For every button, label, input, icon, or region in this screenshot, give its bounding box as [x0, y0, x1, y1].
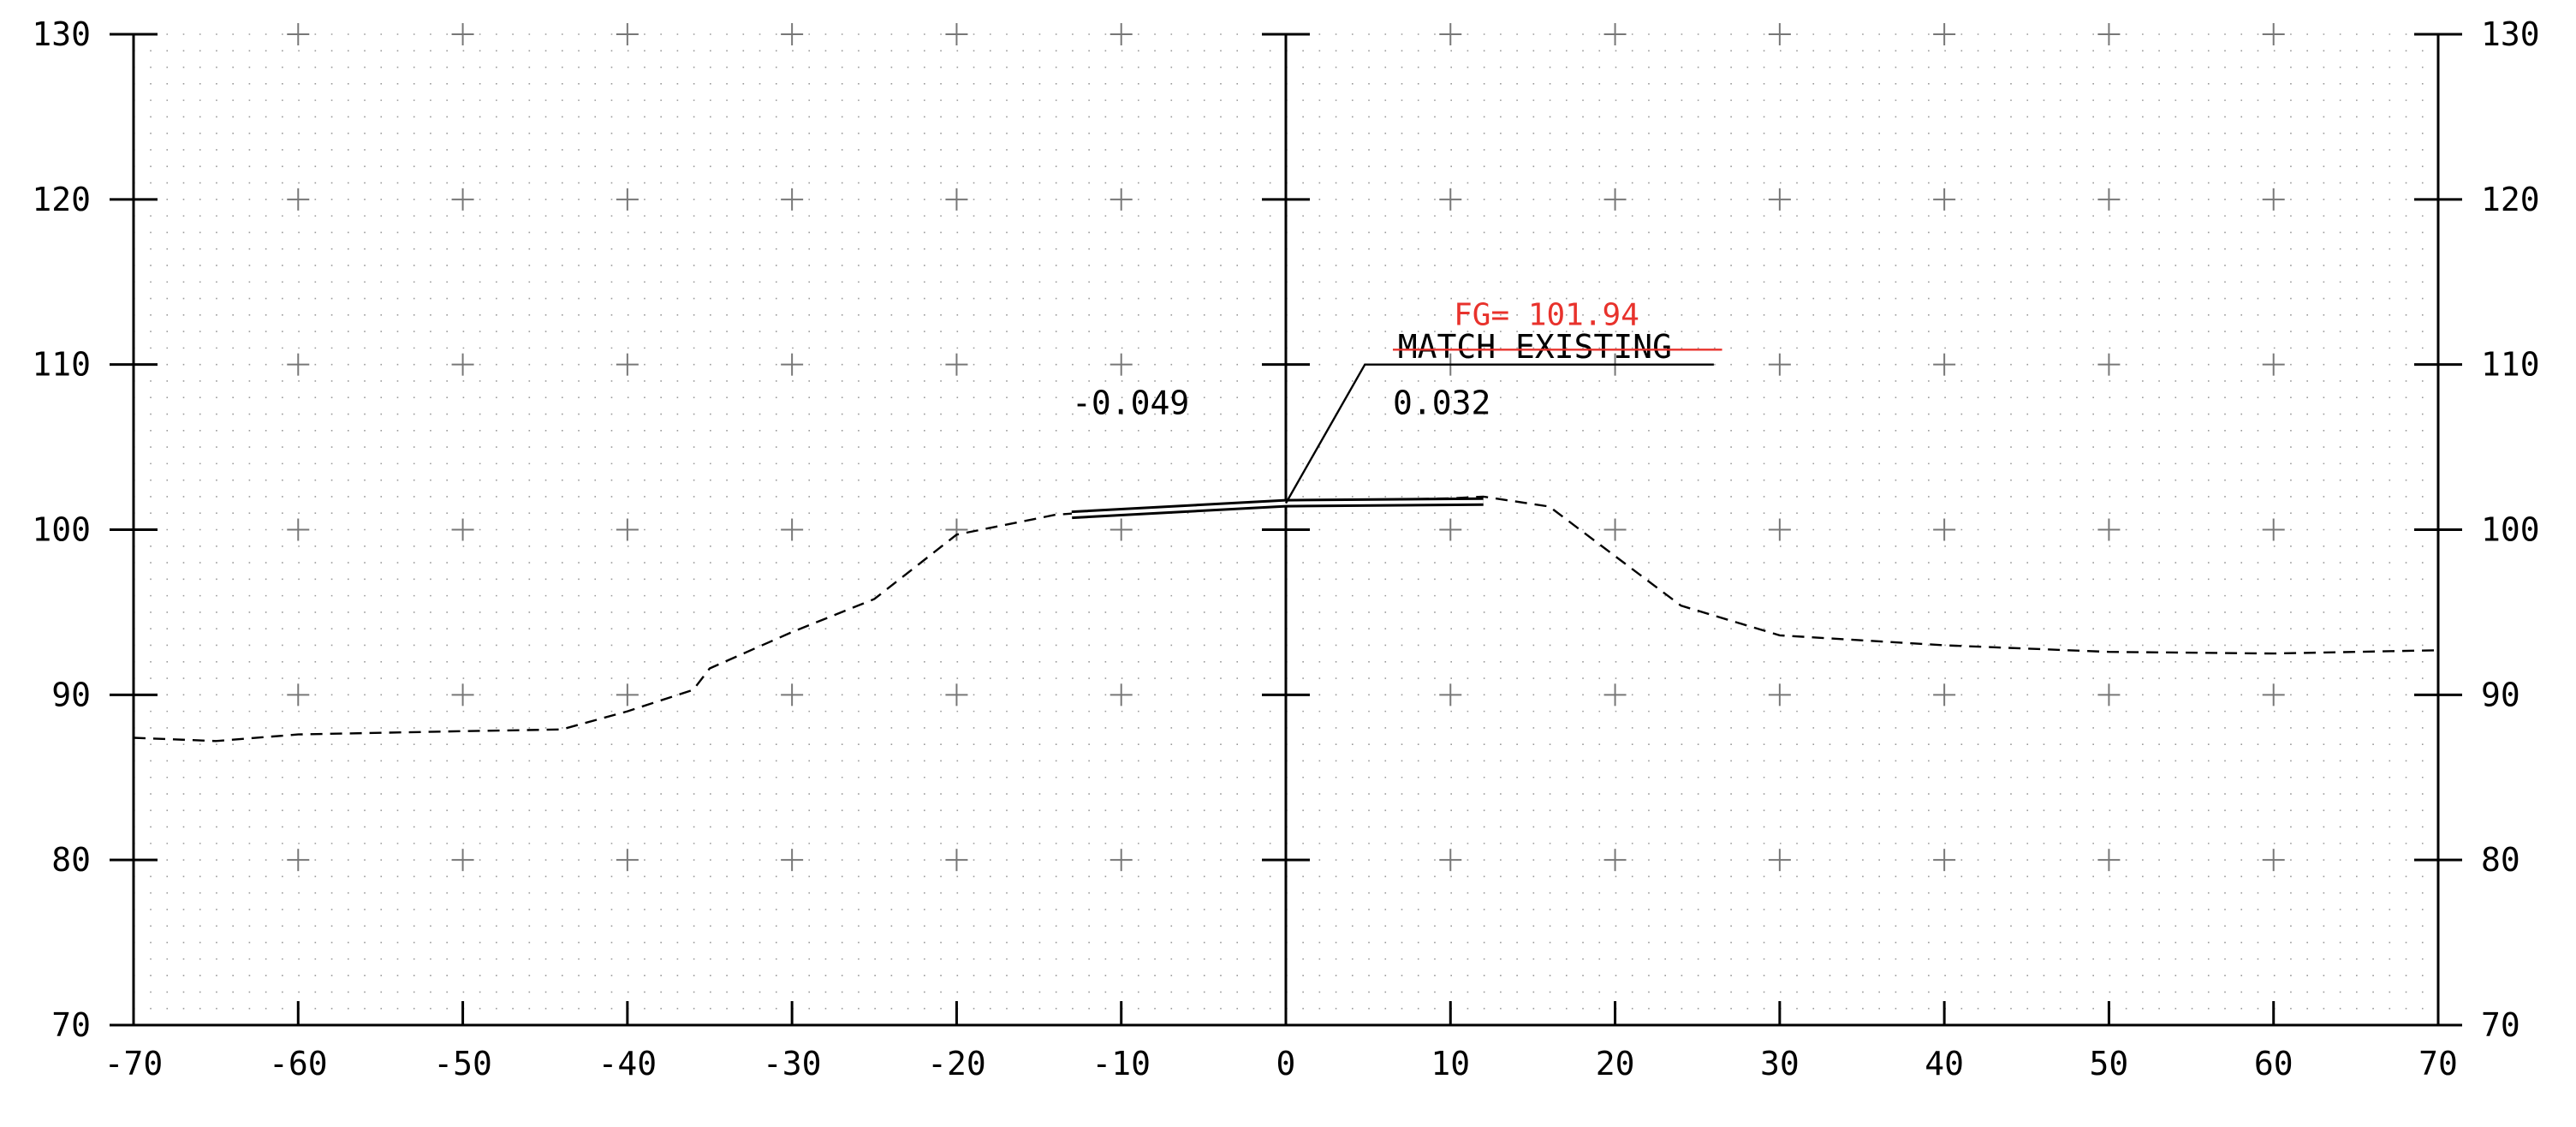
leader-line: [1284, 363, 1714, 504]
x-tick-label: 70: [2418, 1045, 2458, 1082]
y-tick-label-left: 120: [32, 181, 91, 218]
axes: [110, 33, 2462, 1027]
y-tick-label-right: 100: [2481, 511, 2540, 549]
x-tick-label: -70: [104, 1045, 164, 1082]
y-tick-label-right: 70: [2481, 1006, 2520, 1044]
x-tick-labels: -70 -60 -50 -40 -30 -20 -10 0 10 20 30 40 50 60 70: [104, 1045, 2458, 1082]
annotation-label: FG= 101.94: [1454, 297, 1639, 332]
y-tick-labels-left: 70 80 90 100 110 120 130: [32, 15, 91, 1044]
y-tick-label-right: 110: [2481, 346, 2540, 384]
y-tick-labels-right: 70 80 90 100 110 120 130: [2481, 15, 2540, 1044]
annotation-label: -0.049: [1072, 385, 1189, 422]
series-layer: [133, 363, 2439, 742]
y-tick-label-left: 70: [51, 1006, 91, 1044]
x-tick-label: -10: [1092, 1045, 1151, 1082]
x-tick-label: 30: [1760, 1045, 1800, 1082]
x-tick-label: -50: [433, 1045, 492, 1082]
x-tick-label: 10: [1431, 1045, 1470, 1082]
y-tick-label-left: 130: [32, 15, 91, 53]
y-tick-label-right: 90: [2481, 676, 2520, 713]
x-tick-label: 50: [2090, 1045, 2129, 1082]
y-tick-label-left: 110: [32, 346, 91, 384]
y-tick-label-left: 100: [32, 511, 91, 549]
x-tick-label: -20: [927, 1045, 986, 1082]
y-tick-label-left: 80: [51, 841, 91, 879]
grid-crosses: [287, 23, 2285, 872]
y-tick-label-right: 120: [2481, 181, 2540, 218]
x-tick-label: -40: [598, 1045, 657, 1082]
y-tick-label-right: 80: [2481, 841, 2520, 879]
annotation-label: MATCH EXISTING: [1398, 328, 1672, 366]
x-tick-label: -30: [763, 1045, 822, 1082]
annotation-label: 0.032: [1393, 385, 1490, 422]
existing-ground-line: [133, 495, 2439, 742]
x-tick-label: 40: [1925, 1045, 1964, 1082]
x-tick-label: 0: [1276, 1045, 1296, 1082]
x-tick-label: 20: [1596, 1045, 1635, 1082]
y-tick-label-left: 90: [51, 676, 91, 713]
y-tick-label-right: 130: [2481, 15, 2540, 53]
x-tick-label: 60: [2254, 1045, 2293, 1082]
x-tick-label: -60: [269, 1045, 328, 1082]
